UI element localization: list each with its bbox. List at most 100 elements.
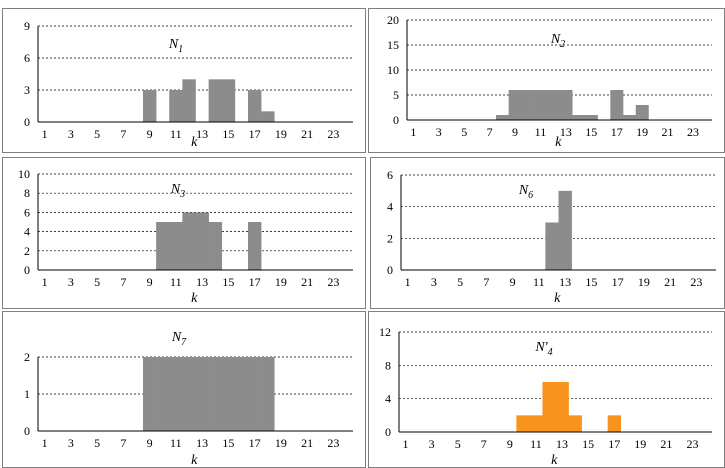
y-tick-label: 0 xyxy=(24,424,30,438)
bar xyxy=(234,357,249,431)
x-tick-label: 21 xyxy=(301,127,313,141)
chart-title-main: N xyxy=(518,183,529,198)
bar xyxy=(143,357,157,431)
y-tick-label: 2 xyxy=(387,231,393,245)
y-tick-label: 1 xyxy=(24,387,30,401)
x-tick-label: 9 xyxy=(507,437,513,451)
bar xyxy=(516,415,530,432)
y-tick-label: 3 xyxy=(24,83,30,97)
y-tick-label: 10 xyxy=(387,63,399,77)
y-tick-label: 4 xyxy=(24,225,30,239)
bar xyxy=(248,90,262,122)
x-tick-label: 11 xyxy=(530,437,542,451)
x-tick-label: 9 xyxy=(147,436,153,450)
y-tick-label: 5 xyxy=(393,88,399,102)
bar xyxy=(542,382,556,432)
chart-title-subscript: 4 xyxy=(548,347,553,358)
bar xyxy=(156,357,170,431)
x-tick-label: 13 xyxy=(560,125,572,139)
chart-panel-n1: 0 3 6 9 1 3 5 7 9 11 13 15 17 19 21 23 k N1 xyxy=(2,8,366,153)
bar xyxy=(195,357,209,431)
bar xyxy=(584,115,598,120)
y-tick-label: 8 xyxy=(24,186,30,200)
bar xyxy=(169,357,183,431)
x-tick-label: 15 xyxy=(585,125,597,139)
x-tick-label: 3 xyxy=(431,275,437,289)
chart-title-subscript: 6 xyxy=(528,190,533,201)
x-tick-label: 5 xyxy=(94,275,100,289)
y-tick-label: 6 xyxy=(24,51,30,65)
x-axis-label: k xyxy=(191,291,198,306)
bar xyxy=(248,222,262,270)
bar xyxy=(623,115,637,120)
y-tick-label: 8 xyxy=(385,358,391,372)
x-tick-label: 15 xyxy=(222,436,234,450)
x-tick-label: 23 xyxy=(686,437,698,451)
x-axis-label: k xyxy=(555,135,562,150)
bar xyxy=(169,90,183,122)
chart-title-subscript: 7 xyxy=(181,337,187,348)
bar xyxy=(635,105,649,120)
chart-title-main: N xyxy=(170,182,181,197)
bar xyxy=(261,111,275,122)
x-tick-label: 1 xyxy=(405,275,411,289)
x-tick-label: 5 xyxy=(94,127,100,141)
y-tick-label: 6 xyxy=(387,168,393,182)
bar xyxy=(156,222,170,270)
bar xyxy=(195,212,209,270)
x-tick-label: 23 xyxy=(327,127,339,141)
y-tick-label: 12 xyxy=(379,325,391,339)
bar xyxy=(182,357,196,431)
chart-panel-n3: 0 2 4 6 8 10 1 3 5 7 9 11 13 15 17 19 21 23 k N3 xyxy=(2,157,366,309)
x-tick-label: 7 xyxy=(487,125,493,139)
x-tick-label: 17 xyxy=(249,436,261,450)
bar xyxy=(568,415,582,432)
x-tick-label: 3 xyxy=(436,125,442,139)
y-tick-label: 0 xyxy=(24,115,30,129)
y-tick-label: 6 xyxy=(24,205,30,219)
bar xyxy=(261,357,275,431)
x-tick-label: 3 xyxy=(68,436,74,450)
y-tick-label: 0 xyxy=(393,113,399,127)
chart-panel-n4-prime: 0 4 8 12 1 3 5 7 9 11 13 15 17 19 21 23 k N'4 xyxy=(368,311,725,468)
bar xyxy=(248,357,262,431)
x-tick-label: 13 xyxy=(559,275,571,289)
x-tick-label: 11 xyxy=(535,125,547,139)
bar xyxy=(559,90,573,120)
x-tick-label: 19 xyxy=(275,436,287,450)
bar xyxy=(208,222,223,270)
y-tick-label: 4 xyxy=(387,200,393,214)
x-tick-label: 15 xyxy=(582,437,594,451)
x-axis-label: k xyxy=(554,291,561,306)
x-tick-label: 9 xyxy=(512,125,518,139)
chart-title-main: N xyxy=(171,330,182,345)
x-tick-label: 13 xyxy=(556,437,568,451)
x-tick-label: 7 xyxy=(120,436,126,450)
bar xyxy=(143,90,157,122)
x-tick-label: 9 xyxy=(510,275,516,289)
bar xyxy=(610,90,624,120)
x-tick-label: 21 xyxy=(660,437,672,451)
x-tick-label: 19 xyxy=(275,127,287,141)
x-tick-label: 5 xyxy=(455,437,461,451)
chart-title: N'4 xyxy=(534,340,552,358)
chart-panel-n7: 0 1 2 1 3 5 7 9 11 13 15 17 19 21 23 k N7 xyxy=(2,311,366,468)
x-tick-label: 19 xyxy=(634,437,646,451)
x-tick-label: 5 xyxy=(461,125,467,139)
x-axis-label: k xyxy=(191,453,198,467)
x-tick-label: 19 xyxy=(275,275,287,289)
chart-title: N6 xyxy=(518,183,533,201)
x-tick-label: 3 xyxy=(68,127,74,141)
x-axis-label: k xyxy=(551,453,558,467)
bar xyxy=(208,79,223,122)
y-tick-label: 0 xyxy=(24,263,30,277)
x-tick-label: 17 xyxy=(611,125,623,139)
bar xyxy=(495,115,509,120)
x-tick-label: 21 xyxy=(301,275,313,289)
x-tick-label: 3 xyxy=(68,275,74,289)
x-tick-label: 1 xyxy=(42,436,48,450)
bar xyxy=(572,115,586,120)
x-tick-label: 1 xyxy=(42,275,48,289)
x-tick-label: 17 xyxy=(249,127,261,141)
chart-title-main: N' xyxy=(534,340,548,355)
